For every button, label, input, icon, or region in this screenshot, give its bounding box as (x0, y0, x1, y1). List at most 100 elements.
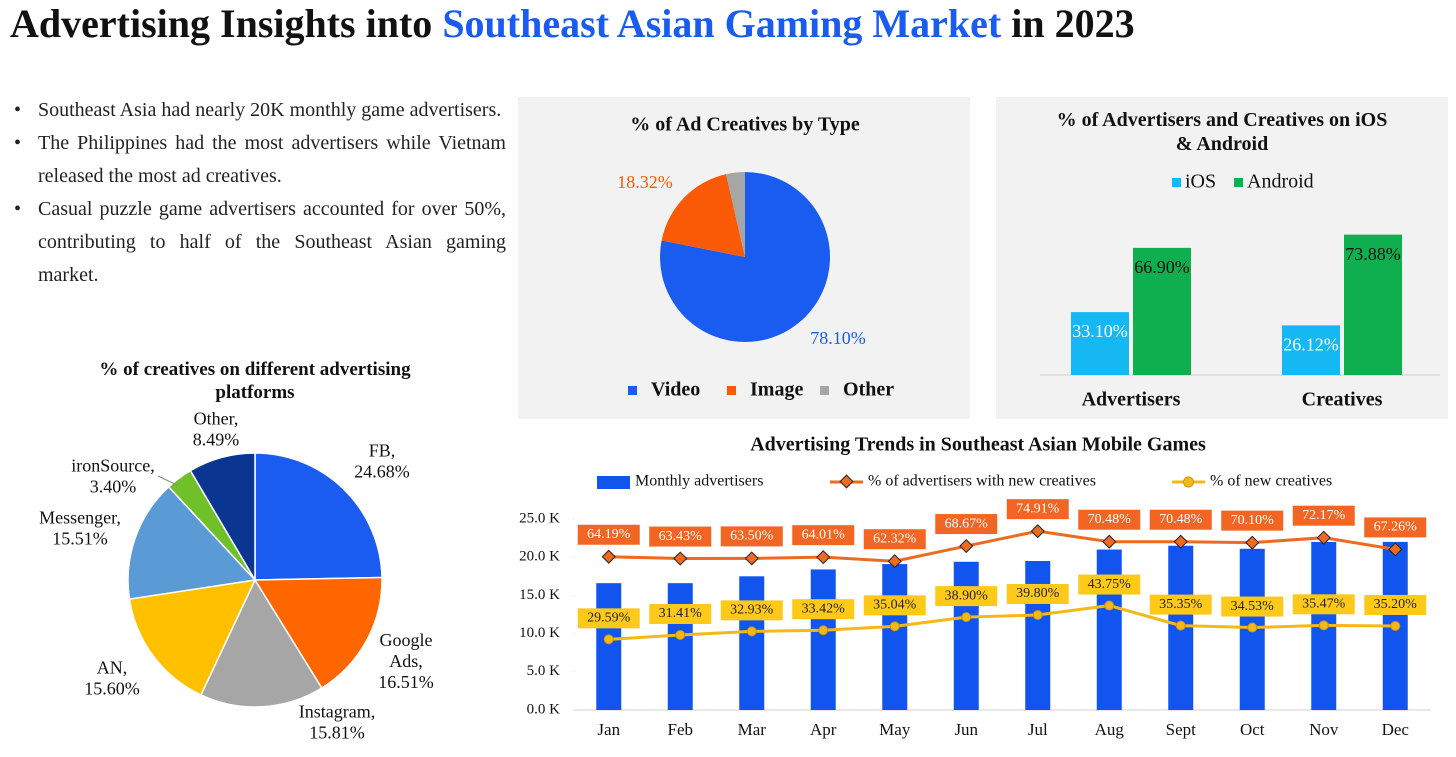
legend-swatch (727, 386, 736, 395)
marker (889, 621, 900, 632)
category: Google (380, 630, 433, 650)
x-tick-label: May (879, 720, 911, 739)
label-box (1221, 510, 1284, 531)
data-label: 32.93% (730, 603, 774, 618)
x-tick-label: Sept (1166, 720, 1197, 739)
label-box (792, 525, 855, 546)
y-tick-label: 0.0 K (527, 701, 561, 717)
bar (596, 583, 622, 710)
label-box (1078, 509, 1141, 530)
value: 15.51% (52, 529, 108, 549)
marker (961, 612, 972, 623)
page-title: Advertising Insights into Southeast Asia… (10, 1, 1135, 46)
title-highlight: Southeast Asian Gaming Market (442, 1, 1002, 46)
marker (1175, 620, 1186, 631)
x-tick-label: Oct (1240, 720, 1265, 739)
marker (1030, 524, 1045, 539)
label-box (1006, 499, 1069, 520)
data-label: 70.10% (1231, 513, 1275, 528)
slice-label: Messenger, 15.51% (39, 508, 121, 549)
data-label: 66.90% (1134, 257, 1190, 277)
data-label: 33.42% (802, 601, 846, 616)
value: 16.51% (378, 672, 434, 692)
y-tick-label: 10.0 K (519, 625, 560, 641)
bullet: The Philippines had the most advertisers… (14, 127, 506, 193)
line (608, 529, 1396, 563)
label-box (935, 586, 998, 607)
data-label: 26.12% (1283, 334, 1339, 354)
x-tick-label: Advertisers (1082, 389, 1181, 411)
data-label: 70.48% (1088, 512, 1132, 527)
marker (744, 551, 759, 566)
label-box (720, 600, 783, 621)
category: Messenger, (39, 508, 121, 528)
legend-label: Video (651, 379, 700, 401)
bar (1025, 561, 1051, 710)
data-label: 35.04% (873, 598, 917, 613)
label-box (577, 524, 640, 545)
data-label: 29.59% (587, 611, 631, 626)
marker (601, 549, 616, 564)
label-box (649, 604, 712, 625)
x-tick-label: Dec (1382, 720, 1410, 739)
y-tick-label: 5.0 K (527, 663, 561, 679)
value: 24.68% (354, 462, 410, 482)
x-tick-label: Feb (668, 720, 694, 739)
legend-marker (839, 474, 854, 489)
data-label: 70.48% (1159, 512, 1203, 527)
legend-swatch (1234, 178, 1243, 187)
label-box (577, 608, 640, 629)
legend-label: Monthly advertisers (635, 473, 763, 490)
pie-slice (189, 452, 256, 583)
marker (1247, 622, 1258, 633)
data-label: 74.91% (1016, 501, 1060, 516)
label-box (1292, 505, 1355, 526)
chart-title: % of creatives on different advertising p… (99, 359, 411, 403)
bar (1096, 549, 1122, 710)
data-label: 31.41% (659, 606, 703, 621)
data-label: 78.10% (810, 328, 866, 348)
label-box (1078, 574, 1141, 595)
bar (1133, 247, 1191, 375)
y-tick-label: 25.0 K (519, 510, 560, 526)
legend-swatch (597, 476, 630, 489)
marker (887, 554, 902, 569)
category: AN, (97, 658, 128, 678)
category: Instagram, (299, 702, 375, 722)
bullet: Southeast Asia had nearly 20K monthly ga… (14, 94, 506, 127)
data-label: 35.47% (1302, 597, 1346, 612)
data-label: 63.50% (730, 529, 774, 544)
legend-label: Image (750, 379, 803, 401)
marker (1032, 609, 1043, 620)
label-box (1006, 583, 1069, 604)
marker (1245, 535, 1260, 550)
data-label: 62.32% (873, 531, 917, 546)
value: 15.60% (84, 679, 140, 699)
pie-slice (253, 576, 383, 690)
value: 15.81% (309, 723, 365, 743)
label-box (1364, 517, 1427, 538)
label-box (1292, 594, 1355, 615)
category: ironSource, (71, 456, 154, 476)
label-box (863, 595, 926, 616)
legend-swatch (628, 386, 637, 395)
legend-label: Other (843, 379, 894, 401)
chart-title: % of Advertisers and Creatives on iOS & A… (1057, 109, 1388, 155)
data-label: 38.90% (945, 588, 989, 603)
legend-label: % of advertisers with new creatives (868, 473, 1096, 490)
label-box (935, 514, 998, 535)
marker (1102, 534, 1117, 549)
x-tick-label: Jul (1028, 720, 1048, 739)
title-part: in 2023 (1001, 1, 1134, 46)
legend-swatch (1172, 178, 1181, 187)
legend-label: % of new creatives (1210, 473, 1332, 490)
bar (1282, 325, 1340, 375)
data-label: 64.01% (802, 527, 846, 542)
line (608, 604, 1396, 641)
data-label: 64.19% (587, 527, 631, 542)
marker (1316, 530, 1331, 545)
data-label: 72.17% (1302, 508, 1346, 523)
marker (675, 630, 686, 641)
